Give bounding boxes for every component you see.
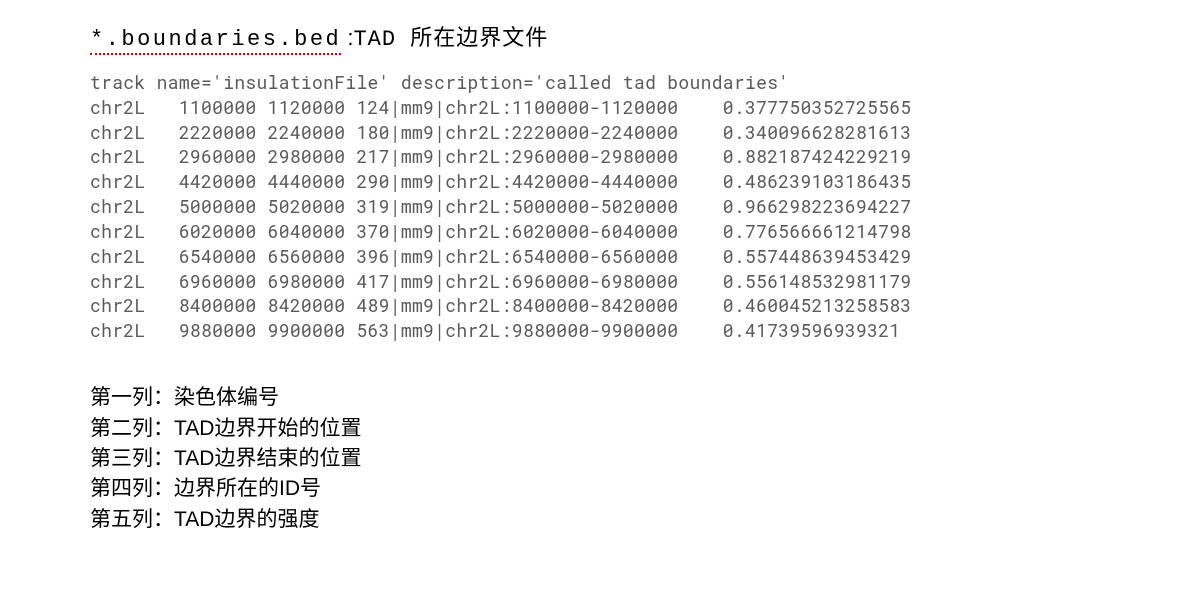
filename: *.boundaries.bed (90, 27, 341, 55)
legend-row: 第四列：边界所在的ID号 (90, 474, 1110, 504)
heading-desc: TAD 所在边界文件 (353, 27, 548, 52)
heading-separator: : (341, 25, 353, 50)
column-legend: 第一列：染色体编号第二列：TAD边界开始的位置第三列：TAD边界结束的位置第四列… (90, 383, 1110, 535)
bed-data-block: track name='insulationFile' description=… (90, 70, 1110, 343)
file-heading: *.boundaries.bed :TAD 所在边界文件 (90, 20, 1110, 52)
legend-row: 第一列：染色体编号 (90, 383, 1110, 413)
legend-row: 第五列：TAD边界的强度 (90, 505, 1110, 535)
legend-row: 第三列：TAD边界结束的位置 (90, 444, 1110, 474)
legend-row: 第二列：TAD边界开始的位置 (90, 414, 1110, 444)
